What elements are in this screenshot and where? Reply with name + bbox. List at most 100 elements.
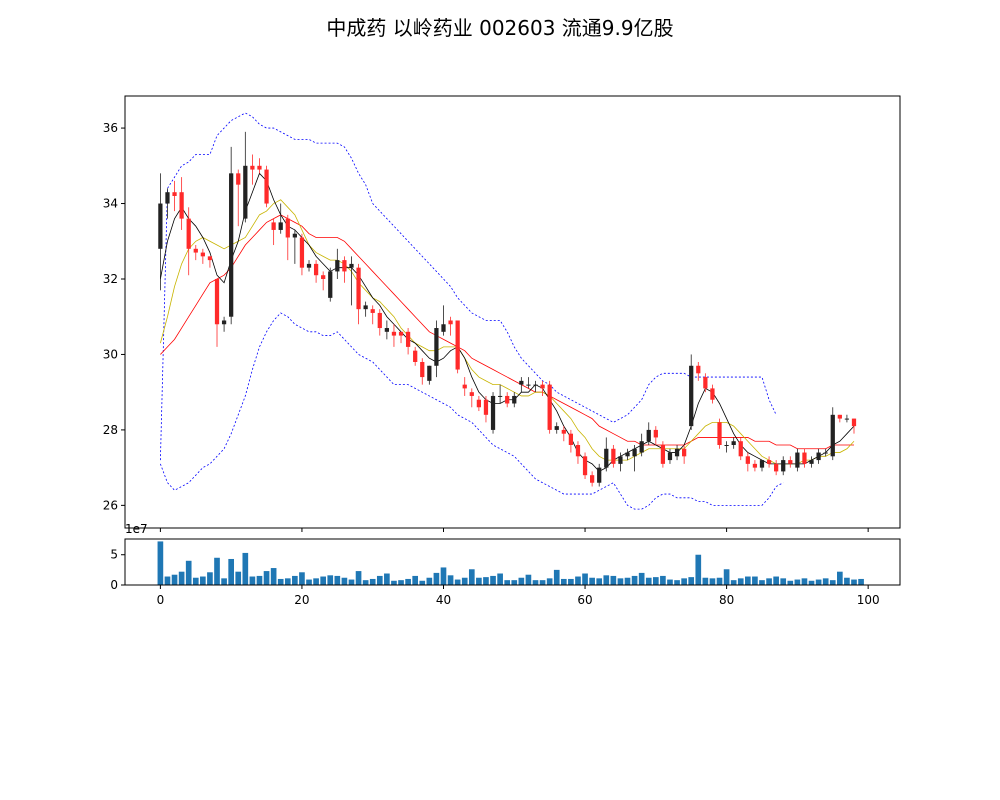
volume-bar [270, 568, 277, 585]
candle-body [597, 467, 602, 483]
volume-x-tick-label: 60 [577, 593, 592, 607]
volume-x-tick-label: 0 [157, 593, 165, 607]
candle-body [674, 448, 680, 457]
candle-body [547, 384, 552, 430]
volume-bar [610, 575, 617, 585]
volume-y-axis: 05 [110, 548, 125, 592]
candle-body [766, 460, 772, 464]
volume-bar [553, 569, 560, 585]
volume-bar [723, 569, 730, 585]
candle-body [179, 192, 184, 219]
candle-body [328, 271, 333, 298]
candle-body [370, 309, 375, 313]
candle-body [837, 414, 842, 419]
candle-body [604, 448, 609, 468]
price-y-tick-label: 28 [103, 423, 118, 437]
candle-body [660, 444, 666, 464]
candle-body [682, 448, 687, 457]
price-x-ticks [159, 528, 869, 532]
volume-bar [313, 578, 319, 585]
volume-bars [157, 541, 864, 585]
volume-bar [178, 571, 185, 585]
volume-bar [214, 557, 220, 585]
volume-bar [362, 580, 369, 585]
candle-body [830, 414, 835, 457]
volume-x-tick-label: 20 [294, 593, 309, 607]
volume-multiplier-label: 1e7 [125, 522, 148, 536]
volume-bar [157, 541, 164, 585]
price-y-tick-label: 34 [103, 197, 118, 211]
candle-body [618, 456, 623, 464]
volume-bar [674, 580, 680, 585]
volume-bar [794, 579, 801, 585]
candle-body [236, 173, 241, 185]
volume-bar [752, 576, 758, 585]
candle-body [306, 263, 312, 268]
volume-bar [716, 577, 723, 585]
volume-bar [808, 580, 815, 585]
volume-bar [228, 558, 234, 585]
candle-body [788, 460, 793, 464]
volume-bar [759, 580, 765, 585]
candle-body [420, 361, 425, 378]
volume-bar [603, 575, 610, 585]
candle-body [413, 350, 418, 362]
volume-bar [447, 575, 454, 585]
volume-bar [624, 577, 631, 585]
volume-bar [546, 578, 553, 585]
volume-bar [518, 577, 525, 585]
volume-bar [497, 573, 503, 585]
volume-x-axis: 0 20 40 60 80 100 [157, 585, 880, 607]
candle-body [285, 218, 290, 238]
price-panel: 26 28 30 32 34 36 1e7 [103, 95, 901, 536]
candle-body [462, 384, 467, 389]
price-y-tick-label: 30 [103, 347, 118, 361]
volume-bar [539, 580, 546, 585]
candle-body [271, 222, 276, 230]
price-y-tick-label: 36 [103, 121, 118, 135]
volume-bar [829, 580, 836, 585]
candle-body [731, 441, 736, 445]
volume-bar [858, 578, 864, 585]
candle-body [533, 384, 538, 386]
volume-bar [256, 575, 263, 585]
candle-body [781, 460, 786, 472]
candle-body [568, 433, 574, 445]
volume-bar [709, 578, 716, 585]
volume-bar [306, 579, 312, 585]
candle-body [384, 328, 389, 332]
candle-body [724, 444, 729, 446]
volume-bar [263, 571, 270, 585]
volume-bar [468, 569, 475, 585]
candle-body [363, 305, 368, 310]
candle-body [561, 429, 566, 434]
candle-body [257, 165, 262, 170]
candle-body [321, 275, 326, 279]
volume-panel: 05 0 20 40 60 80 100 [110, 538, 901, 607]
candle-body [214, 278, 220, 325]
candle-body [816, 452, 821, 461]
volume-bar [745, 576, 751, 585]
candle-body [611, 448, 616, 464]
candle-body [391, 331, 397, 336]
candle-body [398, 331, 404, 336]
candle-body [745, 456, 750, 464]
volume-bar [376, 575, 383, 585]
candle-body [795, 452, 800, 468]
candle-body [250, 165, 255, 170]
volume-bar [277, 578, 284, 585]
candle-body [243, 165, 248, 219]
candle-body [200, 252, 205, 257]
candle-body [667, 452, 673, 461]
candle-body [844, 418, 850, 420]
candle-body [356, 267, 361, 310]
volume-bar [292, 575, 298, 585]
volume-bar [207, 572, 213, 585]
volume-bar [490, 575, 496, 585]
price-y-tick-label: 26 [103, 498, 118, 512]
candle-body [483, 399, 489, 415]
candle-body [405, 331, 411, 347]
volume-bar [454, 579, 461, 585]
volume-bar [617, 578, 624, 585]
